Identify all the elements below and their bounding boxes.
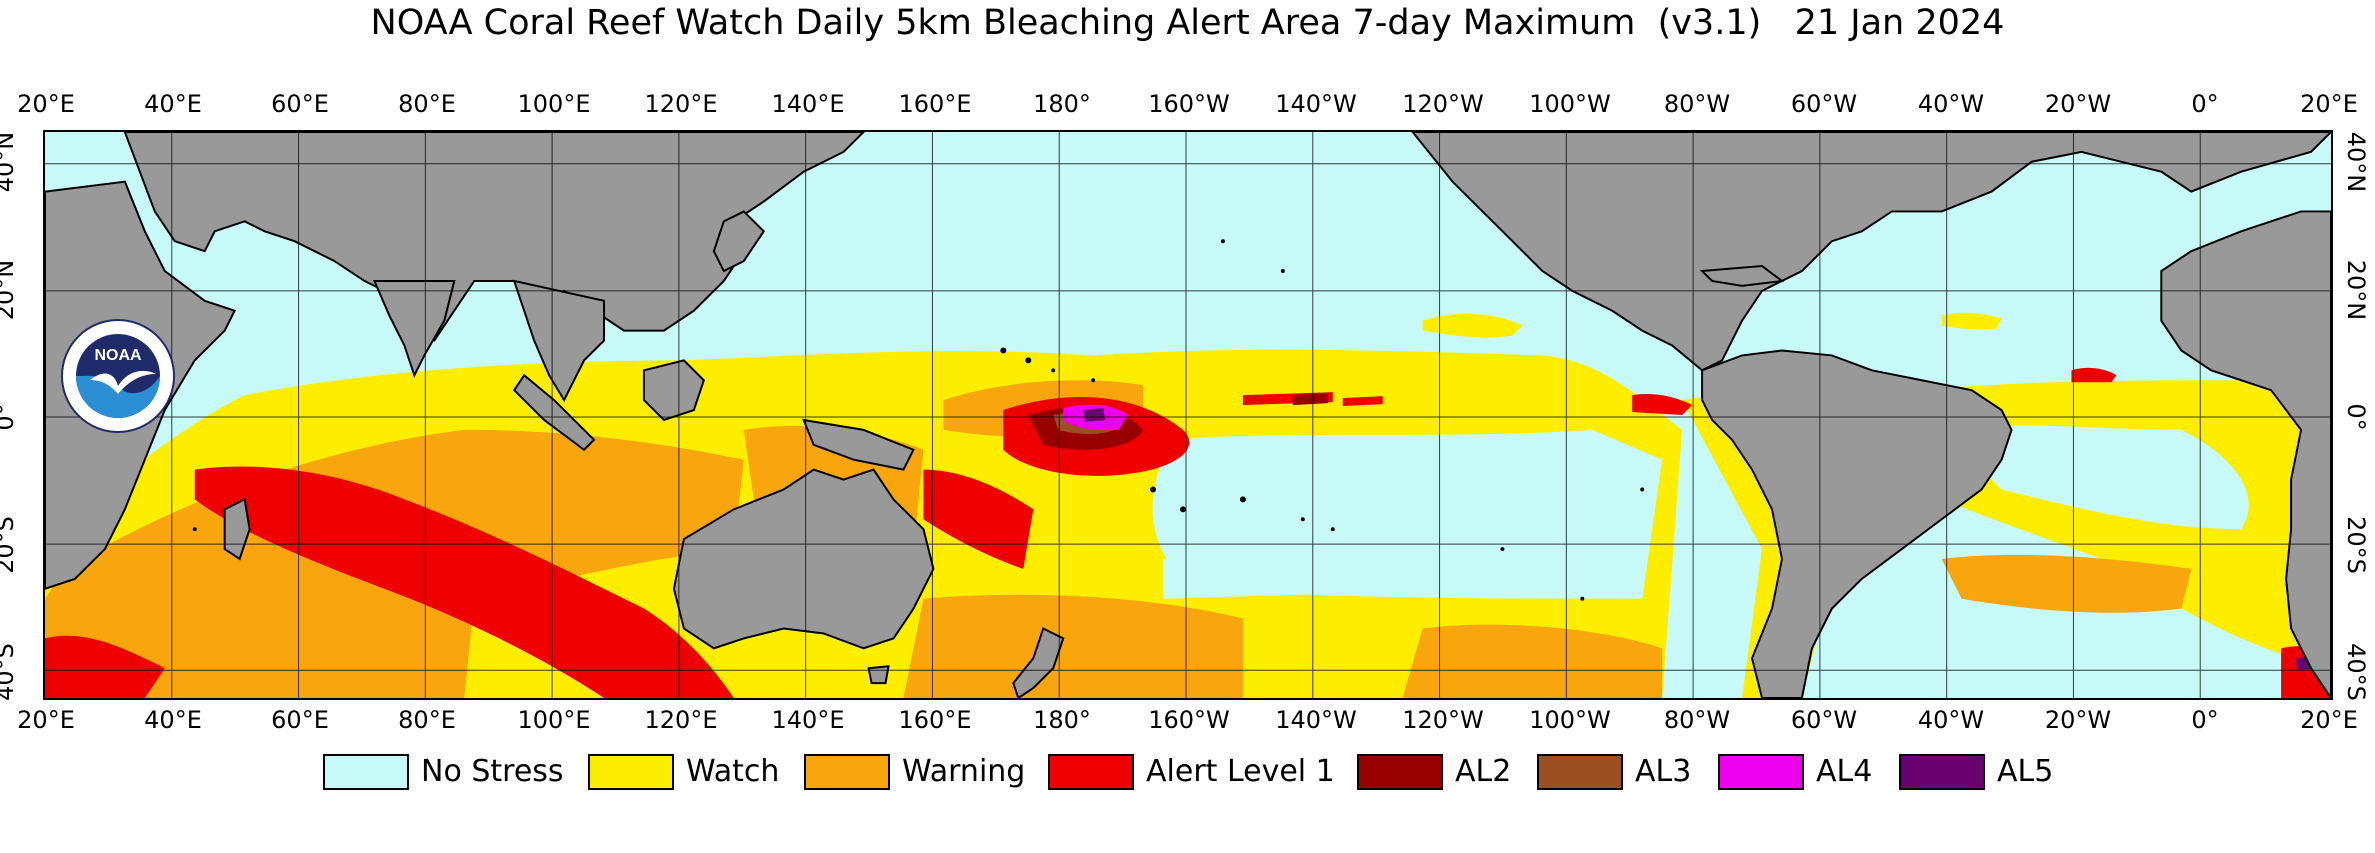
lon-tick-bottom: 100°E [517,706,591,734]
lon-tick-top: 160°E [898,90,972,118]
japan [712,210,766,273]
lon-tick-top: 160°W [1148,90,1230,118]
lon-tick-top: 20°W [2044,90,2112,118]
lon-tick-bottom: 80°E [398,706,456,734]
north-america [1411,132,2331,372]
legend-swatch-warning [804,754,890,790]
lon-tick-top: 140°E [771,90,845,118]
legend-label-al3: AL3 [1635,754,1692,789]
lon-tick-bottom: 80°W [1663,706,1731,734]
lon-tick-top: 60°W [1790,90,1858,118]
legend-label-al5: AL5 [1997,754,2054,789]
lon-tick-top: 0° [2191,90,2219,118]
lon-tick-top: 120°E [644,90,718,118]
lat-tick-left: 0° [0,403,19,431]
pacific-islands [192,239,1645,601]
new-guinea [802,418,915,471]
noaa-seal-icon: NOAA [61,319,175,433]
lon-tick-bottom: 140°E [771,706,845,734]
lat-tick-left: 40°S [0,643,19,701]
lat-tick-left: 40°N [0,131,19,193]
lon-tick-top: 140°W [1275,90,1357,118]
lat-tick-right: 20°S [2342,516,2370,574]
lon-tick-top: 40°W [1917,90,1985,118]
legend-swatch-alert-level-1 [1048,754,1134,790]
indochina [512,279,606,403]
legend-swatch-watch [588,754,674,790]
lon-tick-bottom: 20°E [17,706,75,734]
lon-tick-bottom: 60°E [271,706,329,734]
lon-tick-top: 20°E [17,90,75,118]
sumatra [512,373,596,452]
lon-tick-bottom: 120°W [1402,706,1484,734]
lon-tick-bottom: 0° [2191,706,2219,734]
lon-tick-bottom: 120°E [644,706,718,734]
legend-swatch-al2 [1357,754,1443,790]
legend-swatch-al5 [1899,754,1985,790]
lon-tick-bottom: 20°E [2300,706,2358,734]
lat-tick-right: 40°S [2342,643,2370,701]
australia [672,468,935,650]
legend-label-alert-level-1: Alert Level 1 [1146,754,1335,789]
legend-label-al2: AL2 [1455,754,1512,789]
graticule [45,132,2331,698]
lon-tick-bottom: 140°W [1275,706,1357,734]
legend-label-warning: Warning [902,754,1026,789]
lon-tick-top: 40°E [144,90,202,118]
lon-tick-top: 100°W [1529,90,1611,118]
lon-tick-bottom: 180° [1033,706,1091,734]
india [372,279,456,378]
no-stress-pockets [1152,425,2249,599]
lon-tick-top: 80°E [398,90,456,118]
lon-tick-top: 120°W [1402,90,1484,118]
lon-tick-bottom: 40°E [144,706,202,734]
lon-tick-top: 20°E [2300,90,2358,118]
legend-label-watch: Watch [686,754,780,789]
legend-swatch-al4 [1718,754,1804,790]
caribbean-islands [1699,265,1785,287]
lat-tick-right: 40°N [2342,131,2370,193]
lon-tick-top: 100°E [517,90,591,118]
legend-swatch-no-stress [323,754,409,790]
map-title: NOAA Coral Reef Watch Daily 5km Bleachin… [370,3,2005,43]
lon-tick-bottom: 60°W [1790,706,1858,734]
legend-label-al4: AL4 [1816,754,1873,789]
south-america [1701,349,2013,698]
lat-tick-right: 0° [2342,403,2370,431]
bleaching-alert-map [43,130,2333,700]
map-canvas [45,132,2331,698]
lon-tick-bottom: 160°E [898,706,972,734]
lon-tick-bottom: 160°W [1148,706,1230,734]
noaa-logo-text: NOAA [94,347,142,364]
lon-tick-top: 180° [1033,90,1091,118]
legend-swatch-al3 [1537,754,1623,790]
lat-tick-left: 20°S [0,516,19,574]
legend-label-no-stress: No Stress [421,754,564,789]
lon-tick-bottom: 40°W [1917,706,1985,734]
new-zealand [1012,627,1065,698]
noaa-logo: NOAA [60,318,176,434]
borneo [642,359,705,422]
lon-tick-bottom: 20°W [2044,706,2112,734]
lat-tick-right: 20°N [2342,259,2370,321]
tasmania [867,665,890,685]
africa-west [2160,210,2331,698]
lon-tick-bottom: 100°W [1529,706,1611,734]
lon-tick-top: 60°E [271,90,329,118]
legend: No Stress Watch Warning Alert Level 1 AL… [0,754,2375,794]
land-masses [45,132,2331,698]
lon-tick-top: 80°W [1663,90,1731,118]
lat-tick-left: 20°N [0,259,19,321]
